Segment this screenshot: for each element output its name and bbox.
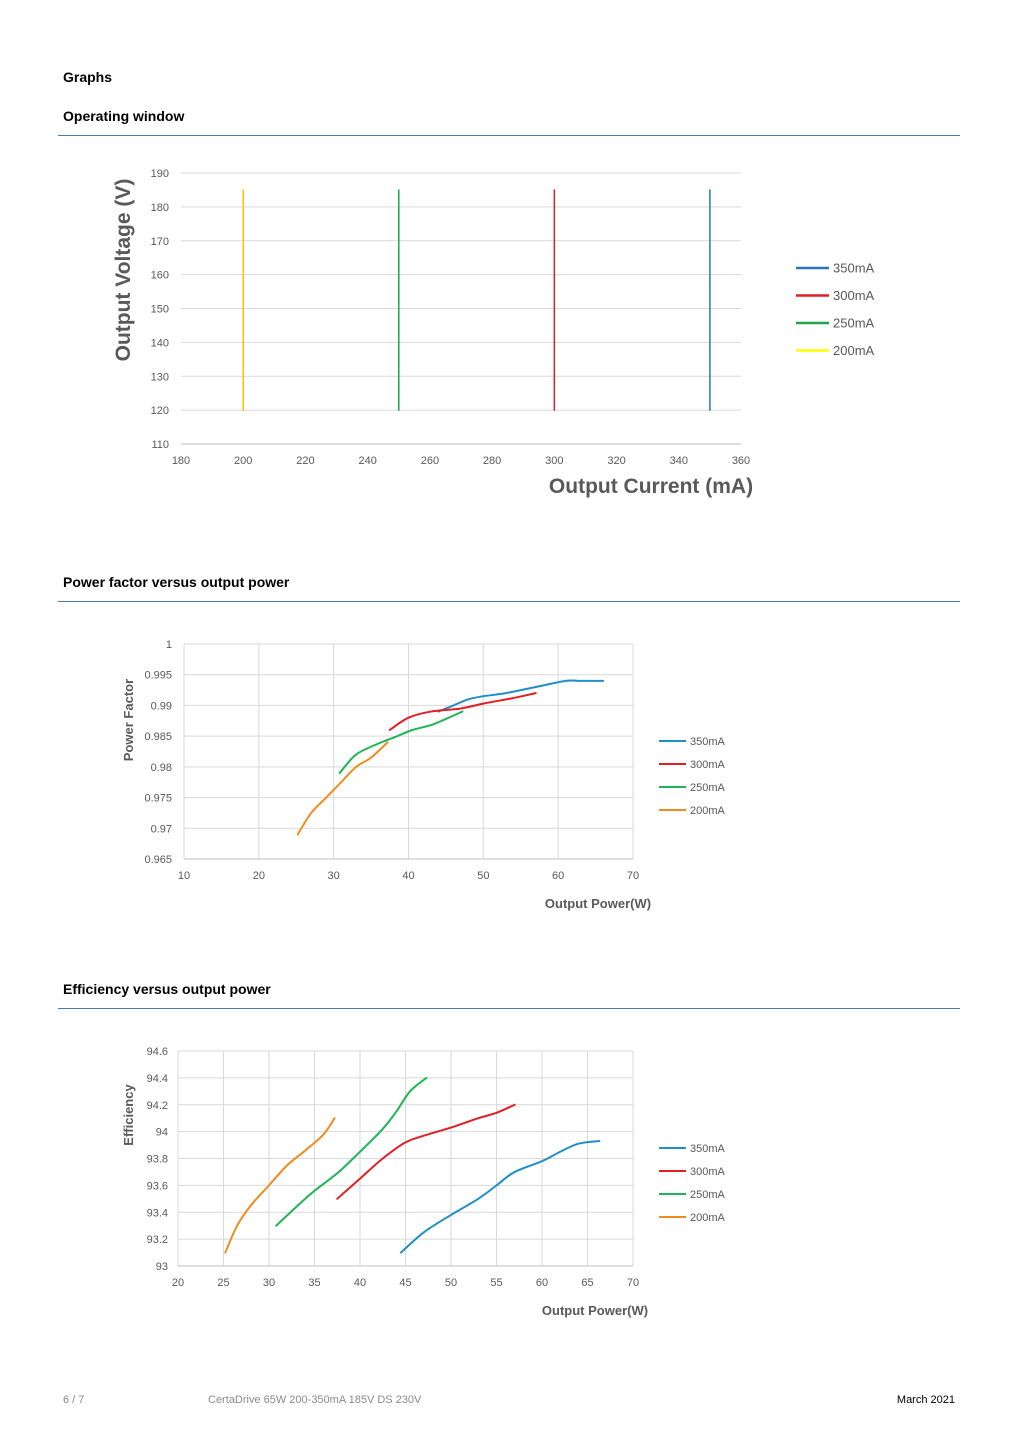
y-tick-label: 110 — [151, 439, 169, 451]
section-heading-efficiency: Efficiency versus output power — [63, 981, 271, 997]
y-tick-label: 1 — [166, 639, 172, 651]
x-tick-label: 60 — [552, 870, 564, 882]
y-tick-label: 0.99 — [151, 700, 172, 712]
document-date: March 2021 — [896, 1394, 955, 1406]
legend-label-200mA: 200mA — [690, 805, 726, 817]
y-tick-label: 150 — [151, 304, 169, 316]
series-line-350mA — [399, 1140, 601, 1254]
y-tick-label: 180 — [151, 202, 169, 214]
x-tick-label: 280 — [483, 455, 501, 467]
legend-label-350mA: 350mA — [690, 1143, 726, 1155]
section-heading-power-factor: Power factor versus output power — [63, 574, 290, 590]
series-line-250mA — [338, 710, 464, 774]
y-tick-label: 93 — [156, 1261, 168, 1273]
x-axis-title: Output Power(W) — [542, 1303, 648, 1318]
legend-label-300mA: 300mA — [690, 759, 726, 771]
y-tick-label: 93.8 — [147, 1154, 168, 1166]
legend-label-350mA: 350mA — [690, 736, 726, 748]
legend-label-250mA: 250mA — [690, 782, 726, 794]
legend-label-200mA: 200mA — [690, 1212, 726, 1224]
x-tick-label: 25 — [217, 1277, 229, 1289]
y-tick-label: 94 — [156, 1127, 168, 1139]
series-line-300mA — [336, 1103, 516, 1200]
x-tick-label: 240 — [358, 455, 376, 467]
y-axis-title: Output Voltage (V) — [112, 179, 135, 362]
x-tick-label: 70 — [627, 1277, 639, 1289]
y-tick-label: 160 — [151, 270, 169, 282]
x-tick-label: 70 — [627, 870, 639, 882]
x-tick-label: 360 — [732, 455, 750, 467]
x-tick-label: 260 — [421, 455, 439, 467]
divider — [58, 135, 960, 136]
document-title: CertaDrive 65W 200-350mA 185V DS 230V — [208, 1394, 422, 1406]
x-tick-label: 35 — [308, 1277, 320, 1289]
x-tick-label: 50 — [445, 1277, 457, 1289]
legend-label-250mA: 250mA — [833, 316, 875, 331]
x-tick-label: 60 — [536, 1277, 548, 1289]
y-tick-label: 0.985 — [144, 731, 172, 743]
y-tick-label: 94.2 — [147, 1100, 168, 1112]
x-tick-label: 320 — [607, 455, 625, 467]
legend-label-300mA: 300mA — [690, 1166, 726, 1178]
x-tick-label: 55 — [490, 1277, 502, 1289]
series-line-200mA — [296, 741, 389, 836]
x-tick-label: 65 — [581, 1277, 593, 1289]
y-tick-label: 130 — [151, 371, 169, 383]
x-tick-label: 20 — [253, 870, 265, 882]
y-tick-label: 140 — [151, 337, 169, 349]
y-tick-label: 0.995 — [144, 670, 172, 682]
x-tick-label: 40 — [402, 870, 414, 882]
legend-label-200mA: 200mA — [833, 343, 875, 358]
y-tick-label: 94.6 — [147, 1046, 168, 1058]
x-tick-label: 10 — [178, 870, 190, 882]
x-tick-label: 40 — [354, 1277, 366, 1289]
series-line-350mA — [437, 679, 605, 713]
x-tick-label: 50 — [477, 870, 489, 882]
y-tick-label: 0.98 — [151, 762, 172, 774]
series-line-200mA — [224, 1117, 336, 1254]
y-tick-label: 190 — [151, 168, 169, 180]
x-axis-title: Output Current (mA) — [549, 475, 753, 498]
x-tick-label: 20 — [172, 1277, 184, 1289]
x-tick-label: 180 — [172, 455, 190, 467]
legend-label-300mA: 300mA — [833, 288, 875, 303]
divider — [58, 1008, 960, 1009]
y-tick-label: 93.2 — [147, 1234, 168, 1246]
series-line-250mA — [275, 1076, 428, 1227]
x-tick-label: 30 — [328, 870, 340, 882]
y-tick-label: 0.965 — [144, 854, 172, 866]
x-tick-label: 300 — [545, 455, 563, 467]
y-tick-label: 0.975 — [144, 793, 172, 805]
y-axis-title: Efficiency — [121, 1084, 136, 1146]
power-factor-chart: 0.965 0.97 0.975 0.98 0.985 0.99 0.995 1 10 20 30 4… — [121, 639, 726, 911]
section-heading-operating-window: Operating window — [63, 108, 185, 124]
page-number: 6 / 7 — [63, 1394, 85, 1406]
x-tick-label: 200 — [234, 455, 252, 467]
x-tick-label: 30 — [263, 1277, 275, 1289]
section-heading-graphs: Graphs — [63, 69, 113, 85]
y-tick-label: 120 — [151, 405, 169, 417]
y-tick-label: 170 — [151, 236, 169, 248]
x-tick-label: 220 — [296, 455, 314, 467]
y-tick-label: 94.4 — [147, 1073, 168, 1085]
y-tick-label: 93.6 — [147, 1180, 168, 1192]
x-tick-label: 340 — [670, 455, 688, 467]
y-axis-title: Power Factor — [121, 679, 136, 761]
y-tick-label: 0.97 — [151, 823, 172, 835]
x-axis-title: Output Power(W) — [545, 896, 651, 911]
divider — [58, 601, 960, 602]
legend-label-350mA: 350mA — [833, 261, 875, 276]
legend-label-250mA: 250mA — [690, 1189, 726, 1201]
operating-window-chart: 110 120 130 140 150 160 170 180 190 180 200 220 240 2… — [112, 168, 875, 498]
series-line-300mA — [388, 692, 537, 731]
y-tick-label: 93.4 — [147, 1207, 168, 1219]
efficiency-chart: 93 93.2 93.4 93.6 93.8 94 94.2 94.4 94.6 20 25 30 35… — [121, 1046, 726, 1318]
x-tick-label: 45 — [399, 1277, 411, 1289]
